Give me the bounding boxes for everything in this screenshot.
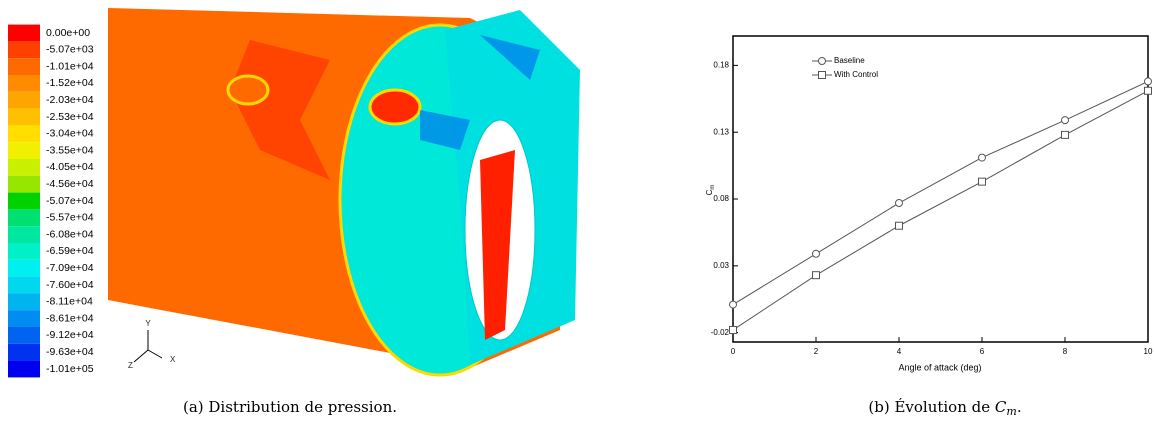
legend-marker [818,57,826,65]
caption: (a) Distribution de pression. [183,398,397,416]
colorbar-swatch [8,259,40,277]
colorbar-swatch [8,293,40,311]
x-tick-label: 10 [1144,347,1153,356]
colorbar-swatch [8,175,40,193]
colorbar-swatch [8,360,40,378]
colorbar-swatch [8,327,40,344]
y-tick-label: -0.02 [711,328,730,337]
series-line [732,80,1149,306]
y-tick-label: 0.08 [713,194,729,203]
low-pressure-zone [480,35,540,80]
colorbar-label: -5.07e+04 [46,195,94,207]
colorbar-swatch [8,75,40,92]
colorbar-label: -9.63e+04 [46,346,94,358]
plot-frame [732,35,1149,343]
colorbar-swatch [8,276,40,294]
colorbar: 0.00e+00 -5.07e+03 -1.01e+04 -1.52e+04 -2.03… [8,24,94,378]
colorbar-label: 0.00e+00 [46,27,90,39]
colorbar-label: -7.09e+04 [46,262,94,274]
colorbar-label: -3.04e+04 [46,128,94,140]
colorbar-label: -4.05e+04 [46,161,94,173]
marker [1144,86,1152,95]
marker [1061,116,1069,125]
colorbar-label: -4.56e+04 [46,178,94,190]
y-axis-label: Cm [705,185,715,196]
plot: -0.02 0.03 0.08 0.13 0.18 0 2 4 6 8 10 Baseline With… [711,56,1153,356]
caption-end: . [1017,398,1022,416]
colorbar-swatch [8,310,40,327]
colorbar-label: -1.01e+05 [46,363,94,375]
x-tick-label: 8 [1063,347,1068,356]
marker [812,249,820,258]
caption-symbol: C [995,398,1007,416]
y-tick-label: 0.03 [713,261,729,270]
colorbar-swatch [8,226,40,243]
strut-hole [226,74,270,106]
y-label: C [705,189,714,195]
colorbar-label: -6.08e+04 [46,228,94,240]
colorbar-label: -2.03e+04 [46,94,94,106]
colorbar-label: -7.60e+04 [46,279,94,291]
high-pressure-zone [230,40,330,180]
caption-text: (b) Évolution de [868,398,990,416]
caption-subscript: m [1006,405,1016,418]
legend-label: Baseline [834,56,865,65]
marker [729,325,737,334]
triad-label: X [170,355,176,364]
marker [895,199,903,208]
colorbar-label: -1.01e+04 [46,60,94,72]
marker [1144,77,1152,86]
colorbar-swatch [8,91,40,109]
legend-marker [818,71,826,79]
marker [978,153,986,162]
colorbar-label: -3.55e+04 [46,144,94,156]
colorbar-label: -2.53e+04 [46,111,94,123]
triad-label: Z [128,361,133,370]
colorbar-swatch [8,192,40,210]
colorbar-swatch [8,41,40,59]
colorbar-label: -8.61e+04 [46,312,94,324]
marker [895,221,903,230]
strut-hole [368,88,422,126]
colorbar-label: -9.12e+04 [46,329,94,341]
marker [978,177,986,186]
y-tick-label: 0.13 [713,127,729,136]
colorbar-label: -8.11e+04 [46,296,93,308]
colorbar-swatch [8,209,40,227]
cfd-render: Y X Z [108,8,580,377]
colorbar-label: -6.59e+04 [46,245,94,257]
x-tick-label: 0 [731,347,736,356]
y-tick-label: 0.18 [713,61,729,70]
colorbar-swatch [8,243,40,260]
marker [1061,130,1069,139]
colorbar-swatch [8,125,40,143]
triad-axis [133,349,149,363]
y-label-sub: m [710,185,716,190]
marker [729,300,737,309]
marker [812,271,820,280]
colorbar-label: -1.52e+04 [46,77,94,89]
series-line [732,90,1149,331]
caption: (b) Évolution de Cm. [868,398,1021,418]
inner-red [480,150,515,340]
triad-axis [147,349,163,359]
colorbar-swatch [8,58,40,75]
x-tick-label: 2 [814,347,819,356]
colorbar-swatch [8,24,40,42]
x-axis-label: Angle of attack (deg) [898,362,981,372]
colorbar-swatch [8,108,40,126]
colorbar-swatch [8,142,40,159]
x-tick-label: 4 [897,347,902,356]
colorbar-label: -5.57e+04 [46,212,94,224]
colorbar-swatch [8,159,40,176]
legend-label: With Control [834,70,878,79]
triad-label: Y [145,319,151,328]
x-tick-label: 6 [980,347,985,356]
colorbar-swatch [8,343,40,361]
colorbar-label: -5.07e+03 [46,44,94,56]
low-pressure-zone [420,110,470,150]
